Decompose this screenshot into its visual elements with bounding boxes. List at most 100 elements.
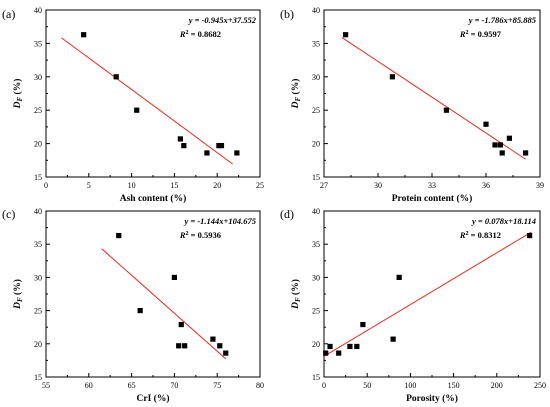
data-point	[182, 343, 188, 349]
y-tick-label: 15	[312, 173, 320, 182]
y-tick-label: 40	[34, 6, 42, 15]
x-tick-label: 25	[256, 181, 264, 190]
data-point	[137, 308, 143, 314]
data-point	[223, 350, 229, 356]
x-tick-label: 0	[44, 181, 48, 190]
x-tick-label: 65	[128, 381, 136, 390]
plot-frame	[45, 9, 261, 178]
y-tick-label: 40	[34, 207, 42, 216]
y-tick-label: 35	[34, 39, 42, 48]
y-tick-label: 20	[34, 140, 42, 149]
y-tick-label: 35	[34, 240, 42, 249]
y-tick-label: 30	[312, 273, 320, 282]
panel-label: (a)	[2, 7, 15, 21]
data-point	[396, 274, 402, 280]
y-tick-label: 20	[34, 340, 42, 349]
x-tick-label: 33	[428, 181, 436, 190]
data-point	[527, 232, 533, 239]
x-tick-label: 60	[85, 381, 93, 390]
x-axis-label: CrI (%)	[137, 393, 170, 404]
y-tick-label: 40	[312, 207, 320, 216]
data-point	[234, 150, 240, 156]
x-tick-label: 70	[170, 381, 178, 390]
r-squared-label: R2 = 0.9597	[459, 29, 502, 39]
data-point	[217, 343, 223, 349]
y-tick-label: 35	[312, 39, 320, 48]
x-tick-label: 80	[256, 381, 264, 390]
y-tick-label: 15	[34, 173, 42, 182]
data-point	[210, 336, 216, 342]
chart-panel-3: (c) 55 60 65 70 75 80 15 20 25 30 35 40 CrI (%) DF (%)…	[2, 207, 264, 404]
data-point	[347, 343, 353, 350]
x-tick-label: 39	[536, 181, 544, 190]
data-point	[336, 350, 342, 356]
data-point	[171, 274, 177, 280]
data-point	[134, 107, 140, 113]
regression-equation: y = 0.078x+18.114	[471, 216, 536, 226]
chart-panel-2: (b) 27 30 33 36 39 15 20 25 30 35 40 Protein content…	[280, 6, 544, 204]
y-axis-label: DF (%)	[12, 79, 24, 110]
x-tick-label: 200	[491, 381, 503, 390]
y-tick-label: 35	[312, 240, 320, 249]
fit-line	[341, 37, 526, 160]
y-tick-label: 30	[312, 73, 320, 82]
data-point	[497, 142, 503, 148]
x-tick-label: 15	[170, 181, 178, 190]
regression-equation: y = -1.144x+104.675	[183, 216, 256, 226]
y-tick-label: 30	[34, 273, 42, 282]
data-point	[390, 336, 396, 342]
panel-label: (b)	[280, 7, 294, 21]
r-squared-label: R2 = 0.8682	[179, 29, 221, 39]
x-tick-label: 10	[128, 181, 136, 190]
y-tick-label: 25	[34, 106, 42, 115]
x-tick-label: 50	[363, 381, 371, 390]
data-point	[343, 32, 349, 38]
x-tick-label: 27	[320, 181, 328, 190]
y-tick-label: 15	[34, 373, 42, 382]
data-point	[360, 321, 366, 328]
x-tick-label: 100	[404, 381, 416, 390]
plot-frame	[323, 9, 541, 178]
y-tick-label: 25	[312, 307, 320, 316]
r-squared-label: R2 = 0.5936	[179, 230, 221, 240]
y-axis-label: DF (%)	[290, 79, 302, 110]
data-point	[443, 107, 449, 113]
r-squared-label: R2 = 0.8312	[459, 230, 501, 240]
x-axis-label: Porosity (%)	[406, 393, 458, 404]
data-point	[354, 343, 360, 350]
data-point	[177, 136, 183, 142]
data-point	[483, 121, 489, 127]
x-tick-label: 30	[374, 181, 382, 190]
plot-frame	[323, 210, 541, 378]
y-tick-label: 20	[312, 140, 320, 149]
x-tick-label: 20	[213, 181, 221, 190]
data-point	[176, 343, 182, 349]
data-point	[178, 321, 184, 328]
data-point	[204, 150, 210, 156]
x-axis-label: Ash content (%)	[120, 193, 187, 204]
regression-equation: y = -1.786x+85.885	[468, 15, 537, 25]
data-point	[506, 135, 512, 141]
x-tick-label: 0	[322, 381, 326, 390]
x-tick-label: 250	[534, 381, 546, 390]
panel-label: (d)	[280, 207, 294, 221]
data-point	[113, 74, 119, 80]
data-point	[116, 232, 122, 239]
data-point	[523, 150, 529, 156]
fit-line	[61, 37, 233, 165]
y-tick-label: 25	[312, 106, 320, 115]
x-axis-label: Protein content (%)	[392, 193, 473, 204]
fit-line	[101, 248, 227, 360]
x-tick-label: 55	[42, 381, 50, 390]
x-tick-label: 150	[448, 381, 460, 390]
x-tick-label: 75	[213, 381, 221, 390]
data-point	[181, 143, 187, 149]
fit-line	[323, 231, 532, 357]
data-point	[218, 143, 225, 149]
regression-equation: y = -0.945x+37.552	[188, 15, 257, 25]
data-point	[81, 32, 87, 38]
y-axis-label: DF (%)	[290, 279, 302, 310]
panel-label: (c)	[2, 207, 15, 221]
y-axis-label: DF (%)	[12, 279, 24, 310]
y-tick-label: 20	[312, 340, 320, 349]
